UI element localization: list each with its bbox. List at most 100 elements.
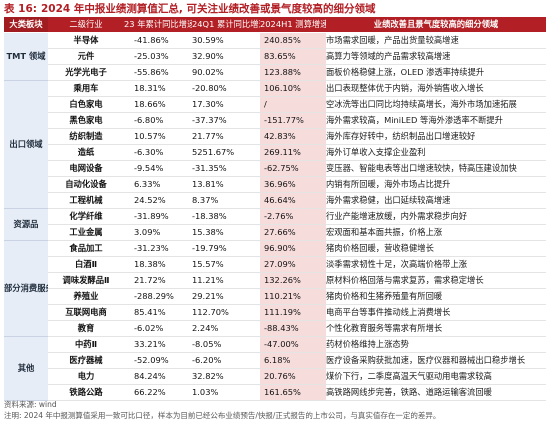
growth-2023-cell: -52.09%	[124, 352, 192, 369]
growth-2023-cell: 18.31%	[124, 80, 192, 97]
table-row: 光学光电子 -55.86% 90.02% 123.88% 面板价格稳健上涨，OLED 渗…	[4, 64, 546, 81]
note-cell: 个性化教育服务等需求有所增长	[326, 320, 546, 337]
growth-2024h1-cell: 42.83%	[260, 128, 326, 145]
industry-cell: 元件	[48, 48, 124, 65]
sector-cell: 部分消费服务	[4, 240, 48, 337]
growth-2024h1-cell: -151.77%	[260, 112, 326, 129]
growth-24q1-cell: 30.59%	[192, 32, 260, 49]
header-note: 业绩改善且景气度较高的细分领域	[326, 17, 546, 33]
table-row: 互联网电商 85.41% 112.70% 111.19% 电商平台等事件推动线上消费增长	[4, 304, 546, 321]
note-cell: 猪肉价格回暖，营收稳健增长	[326, 240, 546, 257]
industry-cell: 电力	[48, 368, 124, 385]
data-table: 大类板块 二级行业 23 年累计同比增速 24Q1 累计同比增速 2024H1 …	[4, 17, 546, 401]
growth-24q1-cell: 15.57%	[192, 256, 260, 273]
table-title: 表 16: 2024 年中报业绩测算值汇总, 可关注业绩改善或景气度较高的细分领域	[4, 2, 546, 16]
table-row: 白色家电 18.66% 17.30% / 空冰洗等出口同比均持续高增长，海外市场加速拓展	[4, 96, 546, 113]
growth-24q1-cell: 32.90%	[192, 48, 260, 65]
growth-24q1-cell: -18.38%	[192, 208, 260, 225]
growth-2024h1-cell: 269.11%	[260, 144, 326, 161]
growth-24q1-cell: 112.70%	[192, 304, 260, 321]
growth-2024h1-cell: -62.75%	[260, 160, 326, 177]
growth-2024h1-cell: 36.96%	[260, 176, 326, 193]
industry-cell: 纺织制造	[48, 128, 124, 145]
industry-cell: 自动化设备	[48, 176, 124, 193]
growth-24q1-cell: -37.37%	[192, 112, 260, 129]
table-row: 资源品 化学纤维 -31.89% -18.38% -2.76% 行业产能增速放缓，内外需求…	[4, 208, 546, 241]
growth-2024h1-cell: 123.88%	[260, 64, 326, 81]
growth-2023-cell: 33.21%	[124, 336, 192, 353]
industry-cell: 中药Ⅱ	[48, 336, 124, 353]
table-row: 电网设备 -9.54% -31.35% -62.75% 变压器、智能电表等出口增速较快，…	[4, 160, 546, 177]
growth-2023-cell: -9.54%	[124, 160, 192, 177]
growth-2023-cell: 85.41%	[124, 304, 192, 321]
note-cell: 海外库存好转中，纺织制品出口增速较好	[326, 128, 546, 145]
note-cell: 行业产能增速放缓，内外需求稳步向好	[326, 208, 546, 225]
growth-2024h1-cell: 96.90%	[260, 240, 326, 257]
growth-2023-cell: 6.33%	[124, 176, 192, 193]
source-text: 资料来源: wind	[4, 400, 57, 409]
growth-2024h1-cell: 27.09%	[260, 256, 326, 273]
growth-2023-cell: -6.80%	[124, 112, 192, 129]
growth-24q1-cell: -6.20%	[192, 352, 260, 369]
table-title-text: 2024 年中报业绩测算值汇总, 可关注业绩改善或景气度较高的细分领域	[40, 3, 376, 15]
growth-2024h1-cell: -47.00%	[260, 336, 326, 353]
note-cell: 宏观面和基本面共振，价格上涨	[326, 224, 546, 241]
header-col3: 2024H1 测算增速	[260, 17, 326, 33]
growth-2023-cell: -31.23%	[124, 240, 192, 257]
growth-24q1-cell: -20.80%	[192, 80, 260, 97]
header-row: 大类板块 二级行业 23 年累计同比增速 24Q1 累计同比增速 2024H1 …	[4, 17, 546, 33]
sector-cell: 其他	[4, 336, 48, 401]
growth-2024h1-cell: 27.66%	[260, 224, 326, 241]
header-col2: 24Q1 累计同比增速	[192, 17, 260, 33]
note-cell: 出口表现整体优于内销，海外销售收入增长	[326, 80, 546, 97]
table-row: 自动化设备 6.33% 13.81% 36.96% 内销有所回暖，海外市场占比提升	[4, 176, 546, 193]
table-row: TMT 领域 半导体 -41.86% 30.59% 240.85% 市场需求回暖，产品出货…	[4, 32, 546, 81]
growth-2024h1-cell: 83.65%	[260, 48, 326, 65]
growth-2024h1-cell: 20.76%	[260, 368, 326, 385]
growth-24q1-cell: 1.03%	[192, 384, 260, 401]
table-row: 工程机械 24.52% 8.37% 46.64% 海外需求稳健，出口延续较高增速	[4, 192, 546, 209]
growth-2023-cell: -55.86%	[124, 64, 192, 81]
table-row: 纺织制造 10.57% 21.77% 42.83% 海外库存好转中，纺织制品出口增速较好	[4, 128, 546, 145]
table-label: 表 16:	[4, 3, 37, 15]
growth-2023-cell: 66.22%	[124, 384, 192, 401]
growth-2024h1-cell: 161.65%	[260, 384, 326, 401]
growth-2024h1-cell: /	[260, 96, 326, 113]
note-cell: 高铁路网线步完善，铁路、道路运输客流回暖	[326, 384, 546, 401]
note-cell: 高算力等领域的产品需求较高增速	[326, 48, 546, 65]
growth-24q1-cell: 15.38%	[192, 224, 260, 241]
note-cell: 海外订单收入支撑企业盈利	[326, 144, 546, 161]
note-cell: 医疗设备采购获批加速，医疗仪器和器械出口稳步增长	[326, 352, 546, 369]
table-row: 造纸 -6.30% 5251.67% 269.11% 海外订单收入支撑企业盈利	[4, 144, 546, 161]
industry-cell: 工业金属	[48, 224, 124, 241]
header-col1: 23 年累计同比增速	[124, 17, 192, 33]
growth-2024h1-cell: 106.10%	[260, 80, 326, 97]
industry-cell: 调味发酵品Ⅱ	[48, 272, 124, 289]
growth-24q1-cell: 90.02%	[192, 64, 260, 81]
table-body: TMT 领域 半导体 -41.86% 30.59% 240.85% 市场需求回暖，产品出货…	[4, 32, 546, 401]
note-cell: 市场需求回暖，产品出货量较高增速	[326, 32, 546, 49]
growth-2023-cell: -31.89%	[124, 208, 192, 225]
footer: 资料来源: wind 注明: 2024 年中报测算值采用一致可比口径，样本为目前…	[4, 399, 546, 421]
table-row: 其他 中药Ⅱ 33.21% -8.05% -47.00% 药材价格维持上涨态势	[4, 336, 546, 401]
table-row: 出口领域 乘用车 18.31% -20.80% 106.10% 出口表现整体优于内销，海外…	[4, 80, 546, 209]
growth-2023-cell: 84.24%	[124, 368, 192, 385]
growth-24q1-cell: 13.81%	[192, 176, 260, 193]
growth-24q1-cell: -31.35%	[192, 160, 260, 177]
growth-2023-cell: -6.02%	[124, 320, 192, 337]
note-cell: 内销有所回暖，海外市场占比提升	[326, 176, 546, 193]
growth-24q1-cell: -19.79%	[192, 240, 260, 257]
note-cell: 海外需求稳健，出口延续较高增速	[326, 192, 546, 209]
growth-24q1-cell: 32.82%	[192, 368, 260, 385]
note-cell: 猪肉价格和生猪养殖量有所回暖	[326, 288, 546, 305]
industry-cell: 光学光电子	[48, 64, 124, 81]
growth-2023-cell: -288.29%	[124, 288, 192, 305]
sector-cell: 出口领域	[4, 80, 48, 209]
industry-cell: 化学纤维	[48, 208, 124, 225]
industry-cell: 食品加工	[48, 240, 124, 257]
growth-2024h1-cell: -2.76%	[260, 208, 326, 225]
note-cell: 面板价格稳健上涨，OLED 渗透率持续提升	[326, 64, 546, 81]
growth-2023-cell: 24.52%	[124, 192, 192, 209]
growth-24q1-cell: 8.37%	[192, 192, 260, 209]
growth-24q1-cell: 17.30%	[192, 96, 260, 113]
